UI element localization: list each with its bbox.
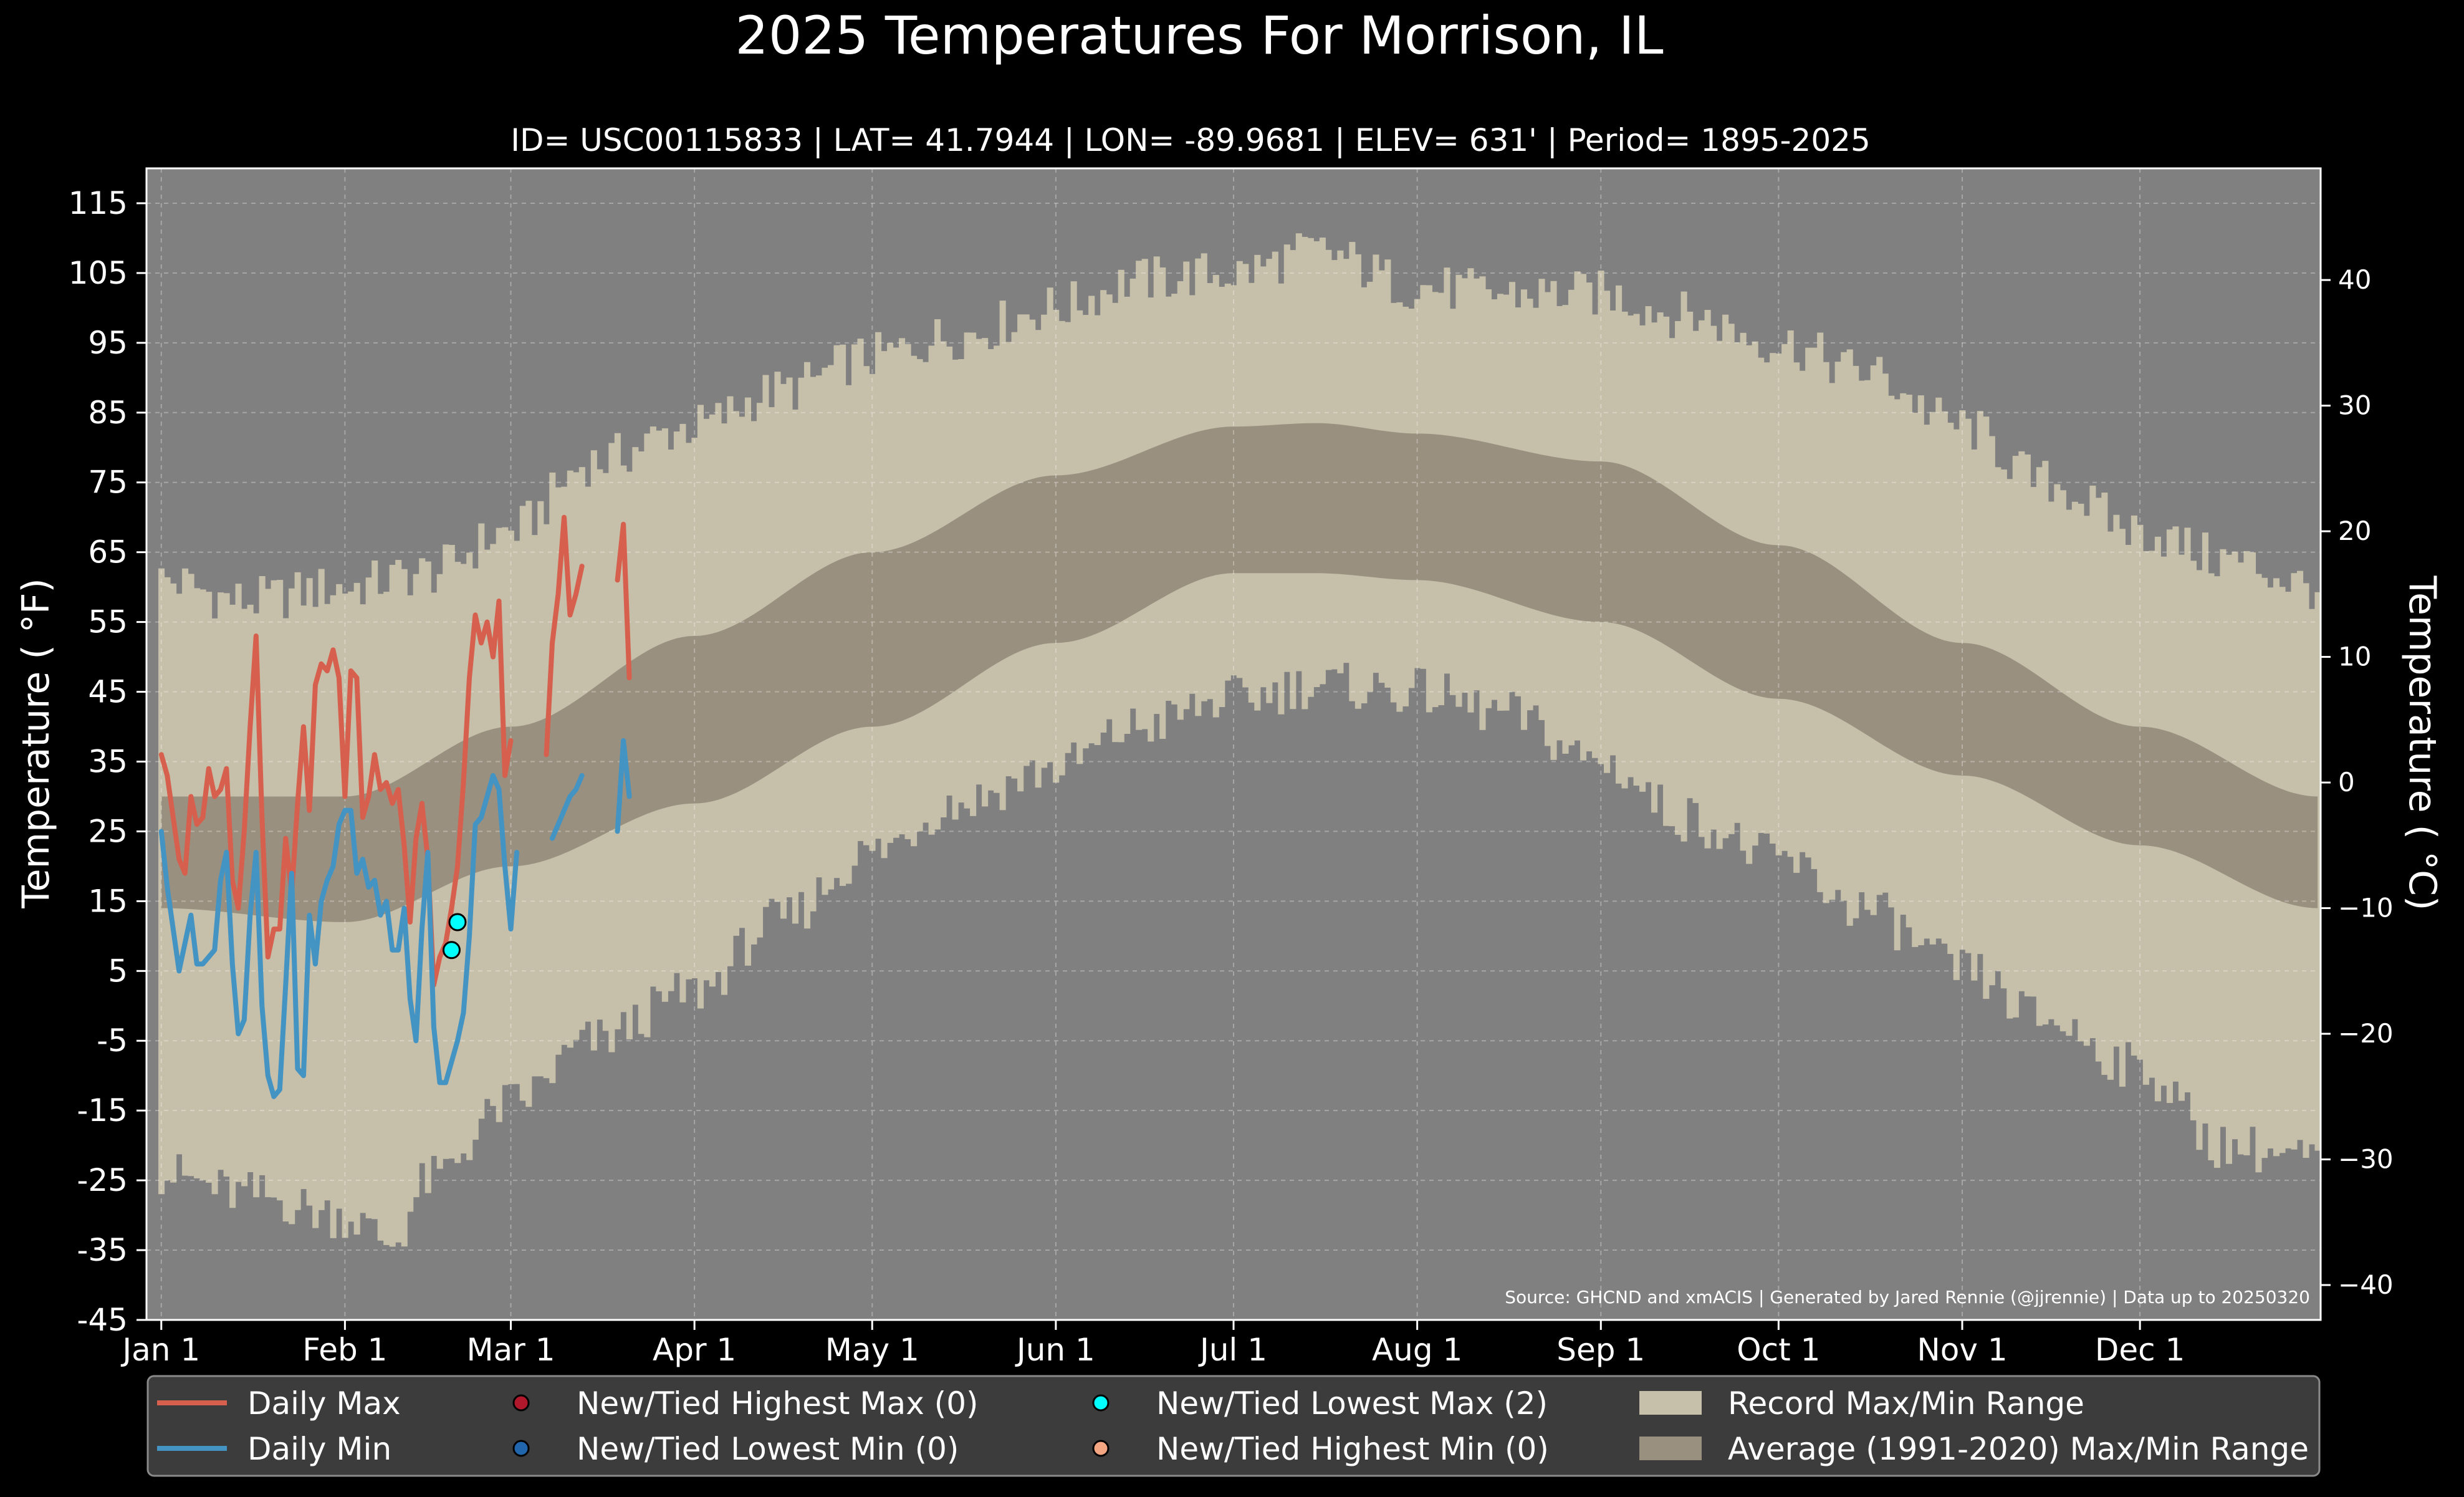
chart-title: 2025 Temperatures For Morrison, IL [735,5,1663,66]
legend-swatch-patch [1639,1391,1702,1415]
legend-swatch-patch [1639,1437,1702,1460]
y2-tick-label: −30 [2338,1144,2394,1175]
y-tick-label: 95 [88,325,128,361]
y2-tick-label: 0 [2338,767,2355,797]
y-tick-label: 5 [108,953,128,989]
source-note: Source: GHCND and xmACIS | Generated by … [1505,1287,2310,1307]
y-tick-label: 15 [88,883,128,919]
y2-tick-label: 20 [2338,516,2371,546]
series-daily-min [158,738,632,1099]
x-tick-label: Oct 1 [1737,1332,1820,1368]
y-tick-label: 25 [88,813,128,849]
y-tick-label: 105 [69,255,128,291]
y-axis-left: 115 105 95 85 75 65 55 45 35 25 15 5 -5 -15 -25 -35 -45 [69,185,146,1338]
y-tick-label: -35 [77,1232,128,1268]
legend-label: New/Tied Lowest Max (2) [1156,1385,1548,1422]
y-tick-label: 45 [88,674,128,710]
legend-swatch-dot [512,1440,530,1457]
series-line [158,773,519,1099]
series-line [615,521,632,681]
average-range-band [161,423,2318,922]
plot-area [145,167,2322,1321]
record-markers [442,913,467,960]
y-axis-label-right: Temperature ( °C) [2400,575,2444,911]
y-tick-label: 65 [88,534,128,570]
y2-tick-label: −10 [2338,893,2394,923]
y-tick-label: 75 [88,465,128,501]
y-axis-right: 40 30 20 10 0 −10 −20 −30 −40 [2321,264,2394,1300]
x-tick-label: Sep 1 [1556,1332,1645,1368]
series-line [544,514,585,758]
series-line [550,773,585,841]
y-tick-label: -45 [77,1302,128,1338]
lowest-max-marker [448,913,467,931]
x-tick-label: Dec 1 [2095,1332,2185,1368]
y-tick-label: 35 [88,743,128,779]
y2-tick-label: −40 [2338,1269,2394,1300]
x-tick-label: Apr 1 [653,1332,736,1368]
legend-swatch-dot [1092,1394,1110,1412]
legend-label: Average (1991-2020) Max/Min Range [1728,1431,2309,1467]
record-range-bar [282,618,289,1222]
x-axis: Jan 1 Feb 1 Mar 1 Apr 1 May 1 Jun 1 Jul 1 Aug 1… [120,1320,2185,1368]
series-line [615,738,632,834]
x-tick-label: Feb 1 [302,1332,387,1368]
legend-swatch-dot [1092,1440,1110,1457]
legend-label: New/Tied Highest Max (0) [577,1385,979,1422]
x-tick-label: Jun 1 [1015,1332,1095,1368]
series-daily-max [158,514,632,988]
legend-label: New/Tied Highest Min (0) [1156,1431,1549,1467]
lowest-max-marker [442,941,461,960]
x-tick-label: Nov 1 [1917,1332,2007,1368]
x-tick-label: Mar 1 [466,1332,555,1368]
y-tick-label: -5 [97,1023,128,1059]
legend-label: Daily Max [247,1385,401,1422]
y-tick-label: 85 [88,395,128,431]
x-tick-label: May 1 [825,1332,919,1368]
x-tick-label: Jan 1 [120,1332,200,1368]
x-tick-label: Jul 1 [1198,1332,1267,1368]
y-tick-label: -25 [77,1162,128,1198]
y-axis-label-left: Temperature ( °F) [14,578,58,909]
y2-tick-label: 30 [2338,390,2371,421]
legend-label: New/Tied Lowest Min (0) [577,1431,959,1467]
y2-tick-label: 10 [2338,642,2371,672]
legend-label: Record Max/Min Range [1728,1385,2084,1422]
y-tick-label: 55 [88,604,128,640]
legend-swatch-dot [512,1394,530,1412]
x-tick-label: Aug 1 [1372,1332,1462,1368]
y-tick-label: -15 [77,1092,128,1129]
record-range-bar [2213,576,2221,1168]
series-line [158,599,514,988]
y-tick-label: 115 [69,185,128,221]
legend: Daily Max Daily Min New/Tied Highest Max (… [146,1375,2321,1477]
y2-tick-label: −20 [2338,1018,2394,1049]
y2-tick-label: 40 [2338,264,2371,295]
legend-label: Daily Min [247,1431,391,1467]
chart-subtitle: ID= USC00115833 | LAT= 41.7944 | LON= -8… [511,122,1871,158]
record-range-bar [2314,592,2321,1151]
legend-box [146,1375,2321,1477]
